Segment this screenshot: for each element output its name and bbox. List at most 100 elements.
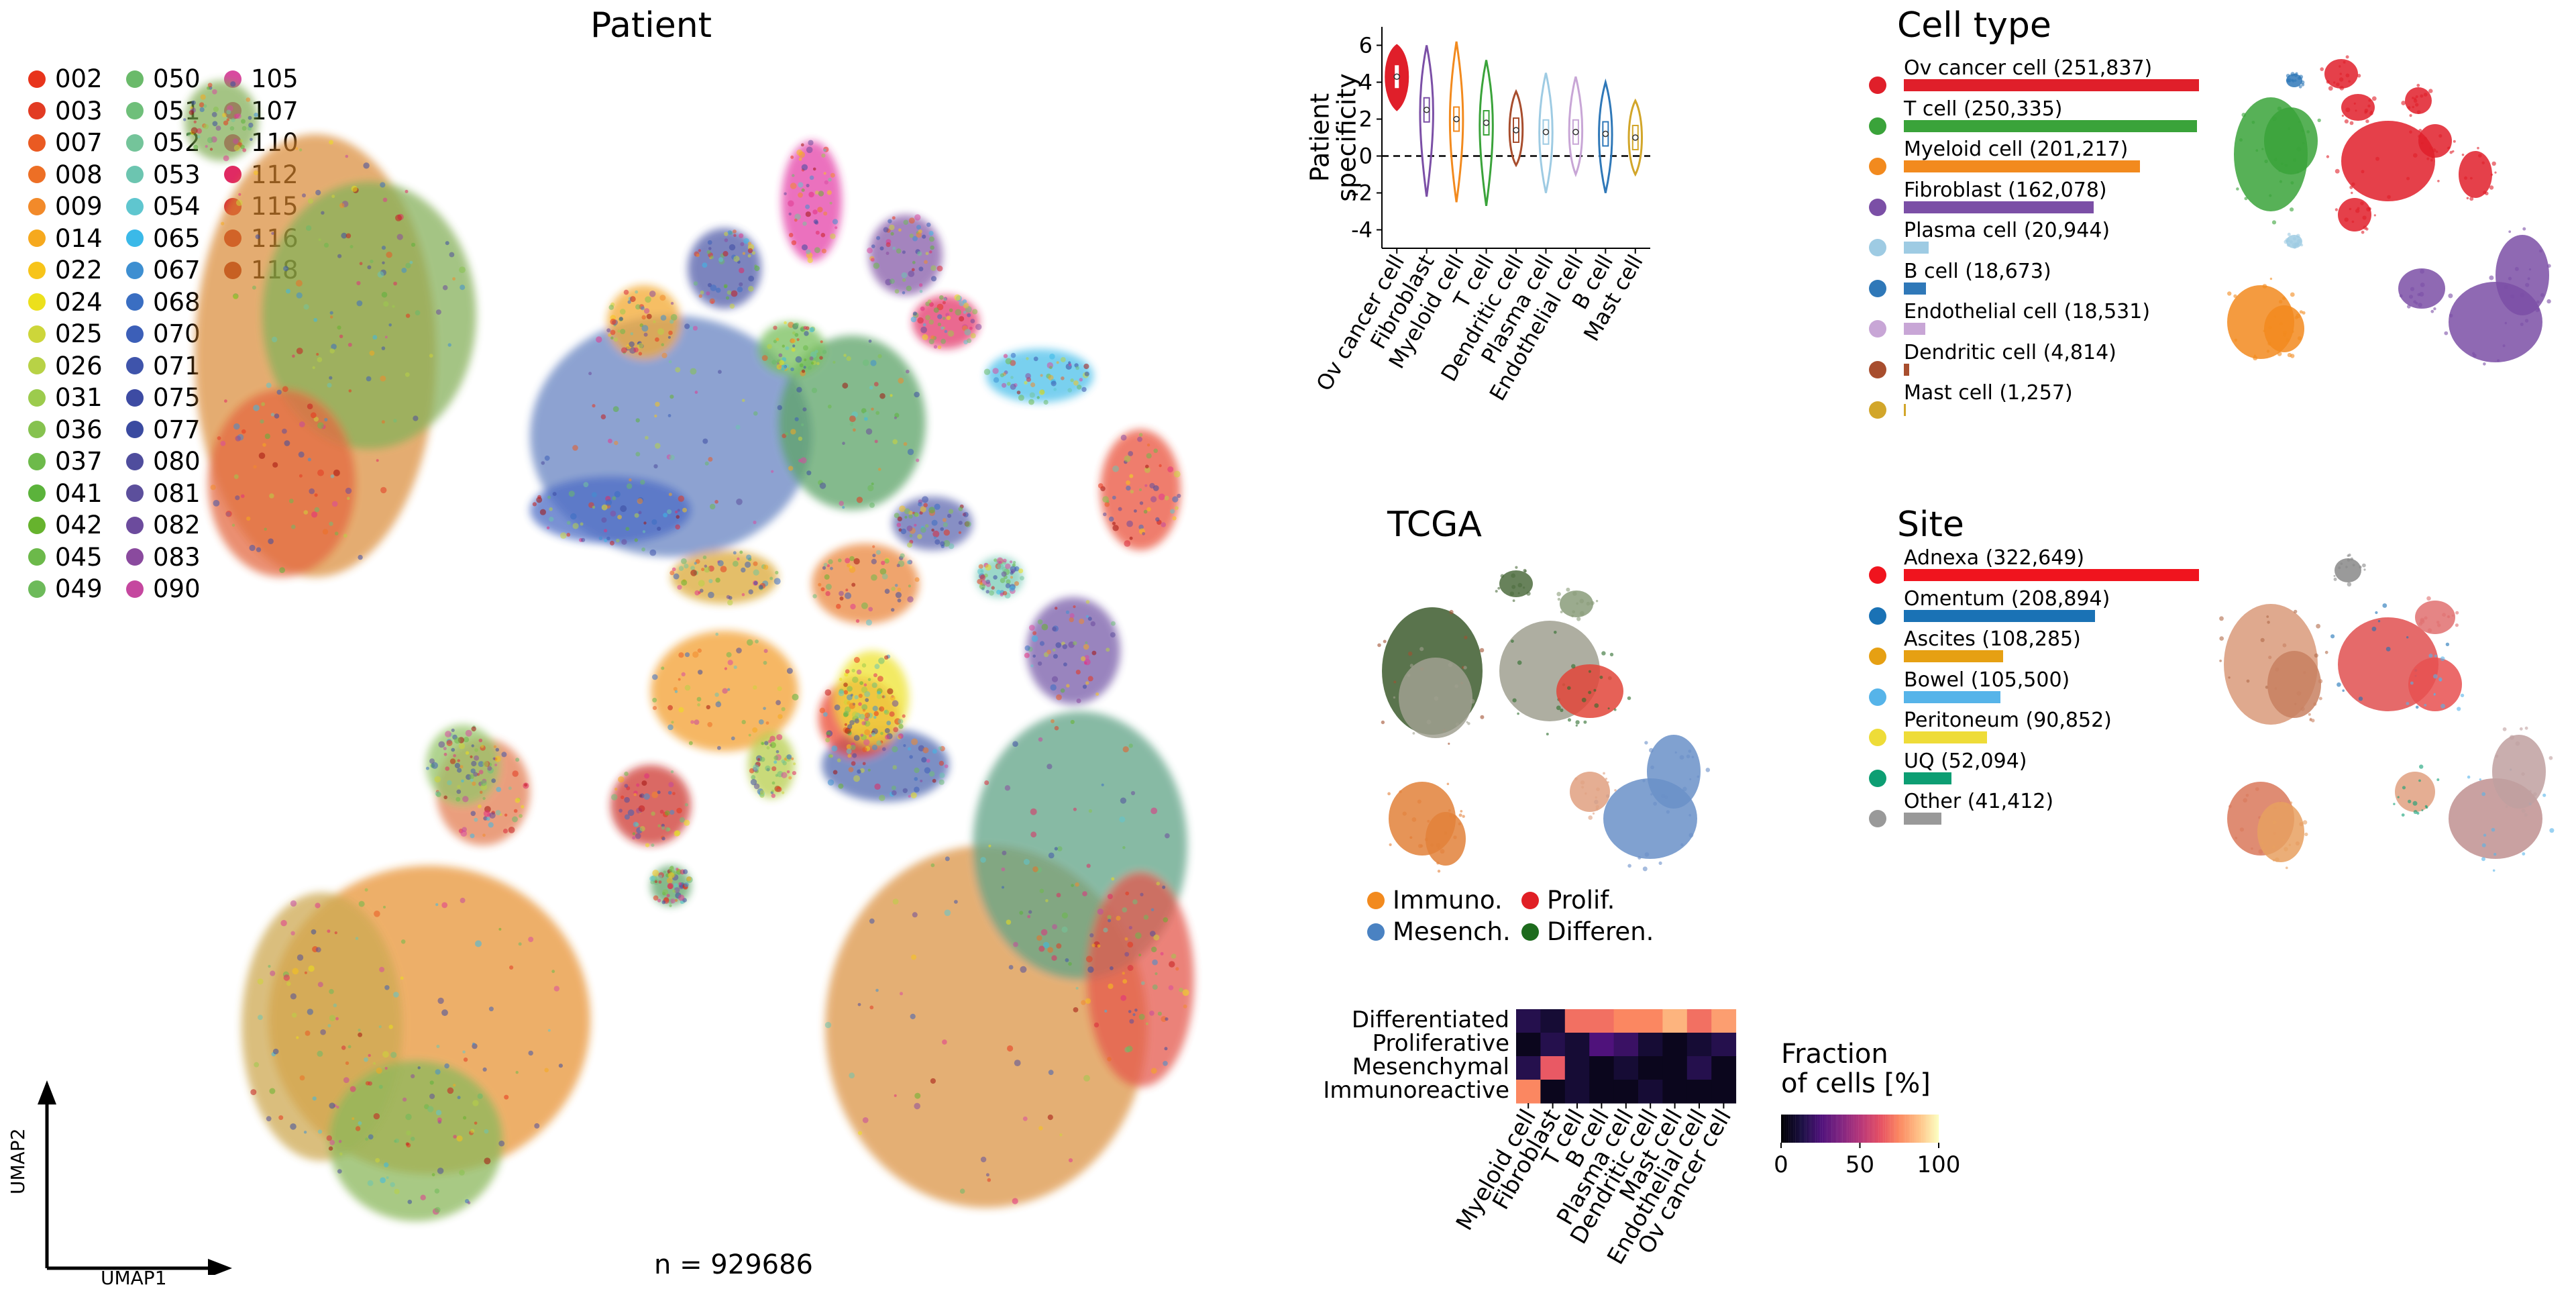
legend-label: 053 [153,160,201,189]
legend-color-dot [28,229,46,247]
bar [1904,813,1942,825]
patient-legend-item: 070 [126,319,201,348]
bar [1904,79,2199,91]
patient-legend-item: 007 [28,128,103,157]
legend-label: 042 [55,511,103,539]
patient-legend-item: 105 [224,64,299,93]
bar-legend-dot [1869,198,1886,216]
patient-legend-item: 009 [28,192,103,221]
legend-color-dot [126,102,144,119]
bar [1904,160,2140,172]
legend-color-dot [126,134,144,152]
heatmap-cell [1638,1056,1663,1080]
legend-label: 081 [153,478,201,508]
bar-legend-dot [1869,566,1886,584]
violin-shape [1448,41,1464,203]
legend-color-dot [126,452,144,470]
bar-label: Myeloid cell (201,217) [1904,138,2129,161]
patient-legend-item: 024 [28,288,103,317]
bar-label: Dendritic cell (4,814) [1904,340,2116,364]
legend-label: 024 [55,287,103,317]
heatmap-cell [1613,1056,1639,1080]
patient-legend-item: 022 [28,256,103,285]
patient-legend-item: 031 [28,383,103,412]
patient-legend-item: 003 [28,97,103,125]
legend-color-dot [28,548,46,566]
bar-label: Bowel (105,500) [1904,668,2070,692]
heatmap-cell [1662,1080,1688,1104]
heatmap-colorbar: 0 50 100 [1774,1115,1960,1178]
heatmap-cell [1540,1009,1566,1033]
heatmap-cell [1516,1033,1541,1057]
bar-label: Adnexa (322,649) [1904,546,2085,570]
umap-cluster [2415,601,2455,634]
umap-cluster [1426,812,1466,866]
tcga-umap-thumbnail [1377,566,1711,873]
heatmap-cell [1589,1080,1615,1104]
celltype-umap-thumbnail [2227,55,2551,366]
umap-cluster [1499,570,1533,597]
bar-legend-dot [1869,401,1886,419]
legend-label: 003 [55,96,103,125]
legend-label: 082 [153,511,201,539]
violin-shape [1508,89,1524,168]
heatmap-cell [1662,1056,1688,1080]
patient-legend-item: 014 [28,224,103,253]
legend-label: 107 [251,96,299,125]
legend-label: 077 [153,415,201,444]
legend-label: 045 [55,542,103,572]
heatmap-cell [1516,1056,1541,1080]
heatmap-cell [1540,1056,1566,1080]
violin-shape [1479,60,1494,206]
bar-legend-dot [1869,607,1886,625]
patient-legend-item: 050 [126,64,201,93]
patient-legend-item: 068 [126,288,201,317]
umap-cluster [2338,198,2371,231]
umap-cluster [2334,558,2361,582]
bar [1904,119,2198,132]
umap-cluster [2405,87,2432,114]
patient-legend-item: 041 [28,479,103,508]
bar-label: Omentum (208,894) [1904,586,2110,611]
legend-label: 007 [55,128,103,157]
umap-cluster [2395,772,2435,812]
legend-label: 026 [55,351,103,380]
legend-color-dot [126,421,144,438]
legend-color-dot [224,166,241,183]
violin-ytick-label: 2 [1359,107,1373,132]
umap-axis-arrows [38,1080,232,1275]
legend-color-dot [28,452,46,470]
bar-label: UQ (52,094) [1904,749,2027,773]
violin-ylabel: Patientspecificity [1308,73,1361,202]
tcga-title: TCGA [1387,505,1482,545]
legend-label: Prolif. [1547,886,1615,915]
umap-cluster [1570,772,1610,812]
legend-color-dot [28,293,46,311]
violin-shape [1598,78,1613,193]
heatmap-cell [1638,1080,1663,1104]
legend-label: 014 [55,223,103,253]
legend-color-dot [1367,923,1385,941]
violin-shape [1568,76,1584,178]
patient-legend-item: 077 [126,415,201,444]
patient-legend-item: 026 [28,352,103,380]
bar-legend-dot [1869,158,1886,175]
bar-legend-dot [1869,239,1886,256]
bar-label: Ov cancer cell (251,837) [1904,56,2153,80]
legend-label: Differen. [1547,917,1654,946]
legend-color-dot [126,229,144,247]
umap-cluster [2408,658,2462,711]
heatmap-cell [1686,1080,1712,1104]
legend-label: 071 [153,351,201,380]
legend-color-dot [28,325,46,343]
violin-median [1513,127,1519,134]
bar [1904,650,2003,662]
bar-legend-dot [1869,769,1886,787]
legend-label: 065 [153,223,201,253]
legend-color-dot [1521,891,1539,909]
heatmap-cell [1564,1009,1590,1033]
bar-legend-dot [1869,810,1886,827]
umap-cluster [2264,107,2318,174]
axis-label-umap1: UMAP1 [101,1267,167,1289]
bar [1904,569,2199,581]
